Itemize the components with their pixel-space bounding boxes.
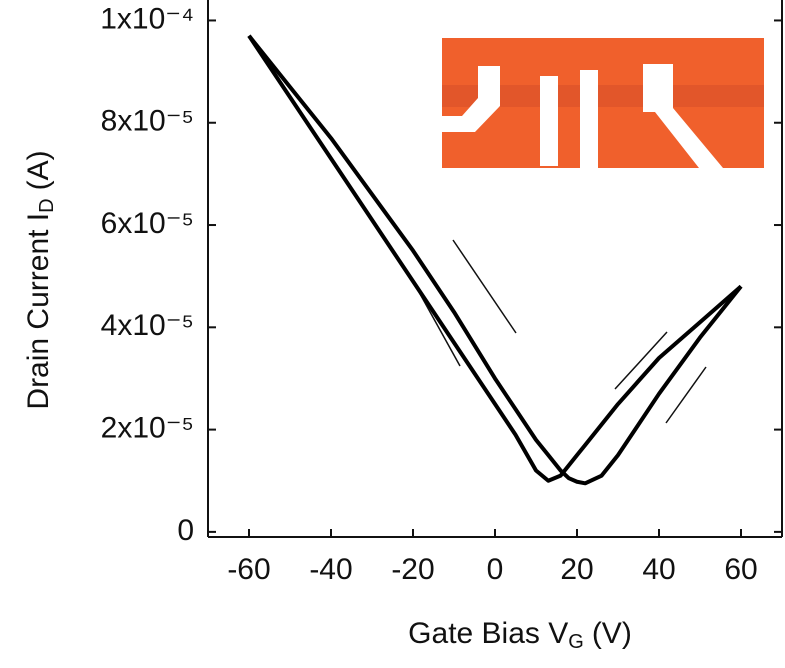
y-axis-title: Drain Current ID(A) bbox=[22, 150, 58, 409]
x-tick-label: -20 bbox=[391, 553, 434, 586]
x-tick-label: -40 bbox=[309, 553, 352, 586]
x-tick-label: 40 bbox=[642, 553, 675, 586]
y-tick-label: 8x10⁻⁵ bbox=[101, 105, 194, 138]
x-tick-label: 0 bbox=[487, 553, 504, 586]
y-tick-label: 4x10⁻⁵ bbox=[101, 309, 194, 342]
x-tick-label: -60 bbox=[227, 553, 270, 586]
curve bbox=[247, 34, 743, 483]
y-tick-label: 6x10⁻⁵ bbox=[101, 207, 194, 240]
curve bbox=[247, 34, 743, 486]
sweep-arrows bbox=[408, 239, 707, 424]
x-tick-label: 20 bbox=[560, 553, 593, 586]
x-axis-title: Gate Bias VG (V) bbox=[408, 617, 632, 653]
y-tick-label: 0 bbox=[177, 514, 194, 547]
y-tick-label: 2x10⁻⁵ bbox=[101, 412, 194, 445]
inset-photo bbox=[442, 38, 764, 168]
x-tick-label: 60 bbox=[724, 553, 757, 586]
y-tick-label: 1x10⁻⁴ bbox=[100, 2, 194, 35]
